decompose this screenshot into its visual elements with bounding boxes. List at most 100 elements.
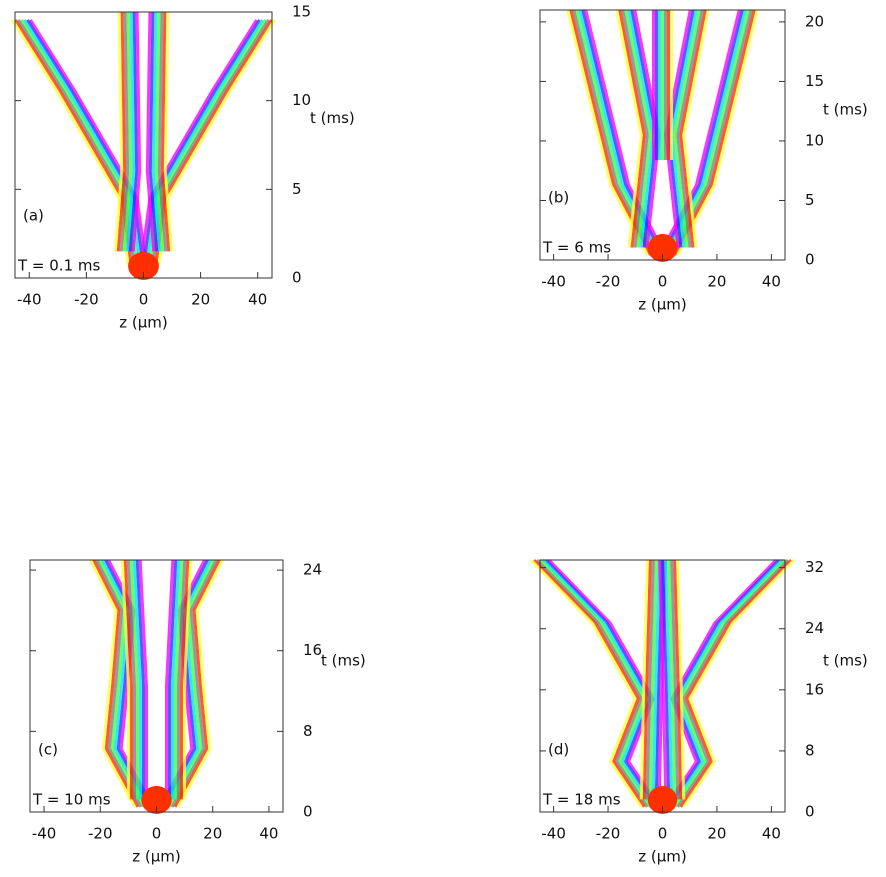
pattern-band: [535, 558, 649, 808]
pattern-band: [145, 11, 156, 252]
panel: -40 -20 0 20 40 0 5 10 15 20 z (µm) t (ms) (b) T = 6 …: [539, 9, 868, 314]
pattern-band: [676, 9, 704, 248]
pattern-band: [95, 559, 143, 808]
pattern-band: [164, 559, 212, 808]
panel: -40 -20 0 20 40 0 5 10 15 z (µm) t (ms) (a) T = 0.1 …: [11, 3, 355, 332]
x-tick-label: -20: [88, 825, 113, 843]
panel: -40 -20 0 20 40 0 8 16 24 z (µm) t (ms) (c) T = 10 m…: [29, 559, 366, 866]
x-tick-label: 40: [762, 825, 781, 843]
pattern-band: [658, 9, 741, 256]
pattern-band: [167, 559, 215, 808]
x-tick-label: -40: [17, 291, 42, 309]
y-tick-label: 15: [292, 3, 311, 21]
pattern-band: [92, 559, 140, 808]
pattern-band: [157, 19, 276, 265]
y-tick-label: 8: [303, 722, 313, 740]
y-tick-label: 20: [805, 12, 824, 30]
x-axis-label: z (µm): [638, 848, 687, 866]
pattern-band: [621, 9, 649, 248]
pattern-band: [670, 559, 680, 800]
pattern-band: [167, 559, 178, 800]
pattern-band: [182, 559, 193, 800]
pattern-band: [529, 558, 643, 808]
pattern-band: [120, 559, 131, 800]
pattern-band: [119, 11, 130, 252]
x-tick-label: 40: [762, 273, 781, 291]
pattern-band: [29, 19, 148, 265]
pattern-band: [129, 559, 140, 800]
pattern-band: [615, 9, 643, 248]
pattern-band: [151, 11, 162, 252]
x-tick-label: -20: [74, 291, 99, 309]
pattern-band: [126, 559, 137, 800]
x-tick-label: 20: [707, 825, 726, 843]
pattern-band: [176, 559, 187, 800]
x-tick-label: 20: [191, 291, 210, 309]
pattern-band: [176, 559, 224, 808]
pattern-band: [664, 559, 674, 800]
x-tick-label: -40: [32, 825, 57, 843]
y-axis-label: t (ms): [321, 651, 366, 669]
pattern-band: [135, 559, 146, 800]
panel-label: (a): [23, 207, 44, 225]
panel-label: (d): [548, 741, 569, 759]
y-tick-label: 24: [303, 561, 322, 579]
y-tick-label: 8: [805, 741, 815, 759]
pattern-band: [170, 559, 218, 808]
pattern-core: [141, 786, 172, 814]
y-axis-label: t (ms): [823, 101, 868, 119]
panel-label: (b): [548, 189, 569, 207]
pattern-band: [154, 11, 165, 252]
pattern-core: [128, 252, 159, 280]
pattern-band: [89, 559, 137, 808]
panel: -40 -20 0 20 40 0 8 16 24 32 z (µm) t (ms) (d) T = 18…: [529, 558, 868, 866]
pattern-band: [661, 559, 671, 800]
panel-label: (c): [38, 741, 58, 759]
x-tick-label: 20: [707, 273, 726, 291]
y-axis-label: t (ms): [823, 651, 868, 669]
pattern-band: [132, 559, 143, 800]
pattern-band: [673, 9, 701, 248]
x-tick-label: 0: [139, 291, 149, 309]
y-tick-label: 10: [805, 131, 824, 149]
y-tick-label: 5: [805, 191, 815, 209]
pattern-band: [116, 11, 127, 252]
pattern-band: [163, 11, 174, 252]
x-tick-label: 0: [658, 825, 668, 843]
pattern-band: [667, 559, 677, 800]
pattern-band: [14, 19, 133, 265]
pattern-band: [645, 559, 655, 800]
y-tick-label: 16: [303, 641, 322, 659]
pattern-band: [682, 558, 796, 808]
pattern-band: [624, 9, 652, 248]
pattern-band: [125, 11, 136, 252]
pattern-band: [123, 559, 134, 800]
y-tick-label: 15: [805, 72, 824, 90]
pattern-band: [101, 559, 149, 808]
pattern-core: [647, 786, 678, 814]
y-tick-label: 16: [805, 680, 824, 698]
pattern-band: [618, 9, 646, 248]
annotation: T = 10 ms: [32, 791, 111, 809]
pattern-band: [139, 19, 258, 265]
y-tick-label: 0: [292, 269, 302, 287]
pattern-band: [131, 11, 142, 252]
pattern-band: [679, 558, 793, 808]
annotation: T = 6 ms: [542, 239, 611, 257]
pattern-band: [639, 559, 649, 800]
x-tick-label: 40: [259, 825, 278, 843]
y-tick-label: 0: [805, 251, 815, 269]
pattern-band: [679, 9, 707, 248]
pattern-band: [584, 9, 667, 256]
pattern-band: [138, 559, 149, 800]
pattern-band: [642, 559, 652, 800]
pattern-band: [154, 19, 273, 265]
x-tick-label: -40: [541, 273, 566, 291]
x-tick-label: 40: [248, 291, 267, 309]
y-tick-label: 5: [292, 180, 302, 198]
x-tick-label: -20: [596, 825, 621, 843]
pattern-band: [160, 11, 171, 252]
pattern-band: [648, 559, 658, 800]
pattern-band: [148, 11, 159, 252]
